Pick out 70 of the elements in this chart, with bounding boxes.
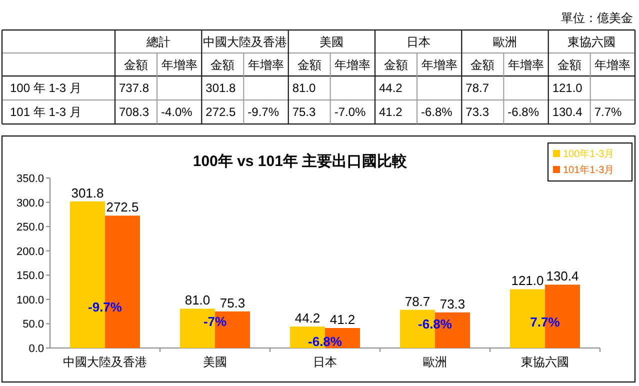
text: 金額 [557, 58, 582, 72]
data-label: 73.3 [440, 296, 466, 312]
data-label: 41.2 [330, 312, 356, 327]
text: 737.8 [119, 81, 150, 95]
x-tick-label: 中國大陸及香港 [63, 355, 147, 369]
text: 301.8 [206, 81, 236, 95]
text: 年增率 [508, 58, 544, 72]
text: 年增率 [594, 58, 631, 72]
data-label: 81.0 [184, 292, 210, 308]
annotation: 7.7% [530, 314, 560, 330]
text: 金額 [470, 58, 495, 72]
annotation: -7% [203, 314, 227, 329]
text: 金額 [297, 58, 322, 72]
category-label: 100 年 1-3 月 [10, 81, 82, 95]
category-label: 東協六國 [568, 35, 616, 49]
text: -7.0% [334, 105, 366, 119]
y-tick-label: 300.0 [16, 197, 44, 210]
text: 年增率 [161, 58, 198, 72]
text: 41.2 [379, 105, 402, 119]
text: 73.3 [466, 105, 490, 119]
y-tick-label: 0.0 [28, 343, 44, 355]
y-tick-label: 250.0 [16, 222, 44, 234]
data-label: 301.8 [71, 185, 104, 200]
data-label: 130.4 [546, 268, 579, 284]
annotation: -9.7% [88, 300, 122, 315]
text: 81.0 [292, 81, 316, 95]
text: 44.2 [379, 81, 402, 95]
annotation: -6.8% [418, 316, 452, 332]
y-tick-label: 350.0 [16, 173, 44, 185]
x-tick-label: 歐洲 [423, 355, 447, 369]
text: 7.7% [594, 105, 622, 119]
x-tick-label: 日本 [313, 355, 337, 369]
data-label: 272.5 [106, 200, 139, 215]
category-label: 歐洲 [493, 35, 517, 49]
data-label: 44.2 [294, 310, 320, 326]
text: -4.0% [161, 105, 192, 119]
text: 年增率 [248, 58, 284, 72]
y-tick-label: 150.0 [16, 270, 44, 282]
text: 年增率 [334, 58, 371, 72]
category-label: 總計 [145, 35, 170, 49]
text: -9.7% [248, 105, 280, 119]
text: 年增率 [421, 58, 458, 72]
text: -6.8% [421, 105, 452, 119]
data-label: 75.3 [220, 295, 246, 310]
text: 金額 [124, 58, 148, 72]
data-label: 121.0 [511, 273, 544, 288]
text: 78.7 [466, 81, 490, 95]
text: 121.0 [552, 81, 582, 95]
data-label: 78.7 [404, 294, 430, 309]
category-label: 中國大陸及香港 [203, 35, 287, 49]
legend-label: 101年1-3月 [563, 164, 614, 176]
text: 75.3 [292, 105, 316, 119]
x-tick-label: 美國 [203, 355, 227, 369]
text: -6.8% [508, 105, 540, 119]
annotation: -6.8% [308, 334, 342, 350]
legend-label: 100年1-3月 [563, 148, 614, 160]
category-label: 美國 [320, 35, 344, 49]
text: 單位：億美金 [561, 11, 633, 25]
text: 金額 [384, 58, 408, 72]
category-label: 101 年 1-3 月 [10, 105, 82, 119]
text: 272.5 [206, 105, 236, 119]
chart-title: 100年 vs 101年 主要出口國比較 [192, 152, 408, 170]
text: 708.3 [119, 105, 150, 119]
text: 130.4 [552, 105, 582, 119]
y-tick-label: 200.0 [16, 246, 44, 258]
y-tick-label: 50.0 [22, 318, 44, 331]
x-tick-label: 東協六國 [521, 355, 569, 369]
y-tick-label: 100.0 [16, 294, 44, 306]
category-label: 日本 [406, 35, 430, 49]
text: 金額 [210, 58, 235, 72]
